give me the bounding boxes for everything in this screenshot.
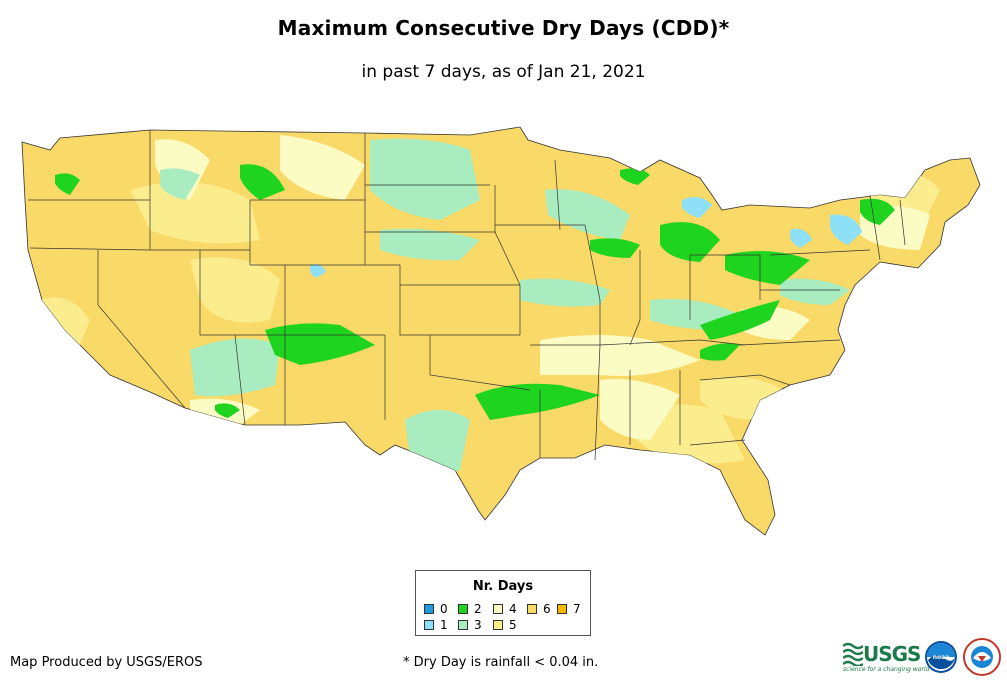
usgs-wave-icon <box>843 642 863 666</box>
legend-swatch-6 <box>527 604 537 614</box>
legend-label-1: 1 <box>440 618 448 632</box>
legend-item-4: 4 <box>493 602 517 616</box>
usgs-logo: USGS science for a changing world <box>843 640 929 676</box>
legend-label-5: 5 <box>509 618 517 632</box>
legend-label-2: 2 <box>474 602 482 616</box>
legend-label-6: 6 <box>543 602 551 616</box>
legend-swatch-5 <box>493 620 503 630</box>
usgs-wordmark: USGS <box>863 642 921 666</box>
contiguous-us-base <box>21 126 981 536</box>
legend-swatch-0 <box>424 604 434 614</box>
legend-swatch-4 <box>493 604 503 614</box>
map-credit: Map Produced by USGS/EROS <box>10 655 203 670</box>
legend-item-5: 5 <box>493 618 517 632</box>
noaa-wordmark: noaa <box>933 654 950 661</box>
cdd-1-day-regions <box>310 196 862 278</box>
legend-item-7: 7 <box>557 602 581 616</box>
map-legend: Nr. Days 0 1 2 3 4 5 6 7 <box>415 570 591 636</box>
map-subtitle: in past 7 days, as of Jan 21, 2021 <box>361 62 646 82</box>
legend-label-7: 7 <box>573 602 581 616</box>
legend-swatch-3 <box>458 620 468 630</box>
legend-label-0: 0 <box>440 602 448 616</box>
legend-swatch-2 <box>458 604 468 614</box>
nws-logo <box>963 638 1001 676</box>
legend-item-6: 6 <box>527 602 551 616</box>
dry-day-note: * Dry Day is rainfall < 0.04 in. <box>403 655 599 670</box>
cdd-2-days-regions <box>55 164 895 420</box>
cdd-3-days-regions <box>160 138 850 474</box>
map-title: Maximum Consecutive Dry Days (CDD)* <box>277 16 730 40</box>
legend-item-1: 1 <box>424 618 448 632</box>
usgs-tagline: science for a changing world <box>843 666 930 673</box>
legend-swatch-1 <box>424 620 434 630</box>
legend-title: Nr. Days <box>472 579 534 594</box>
legend-item-0: 0 <box>424 602 448 616</box>
legend-item-2: 2 <box>458 602 482 616</box>
state-boundaries <box>28 130 906 461</box>
legend-item-3: 3 <box>458 618 482 632</box>
legend-label-3: 3 <box>474 618 482 632</box>
noaa-logo: noaa <box>925 641 957 673</box>
legend-swatch-7 <box>557 604 567 614</box>
legend-label-4: 4 <box>509 602 517 616</box>
